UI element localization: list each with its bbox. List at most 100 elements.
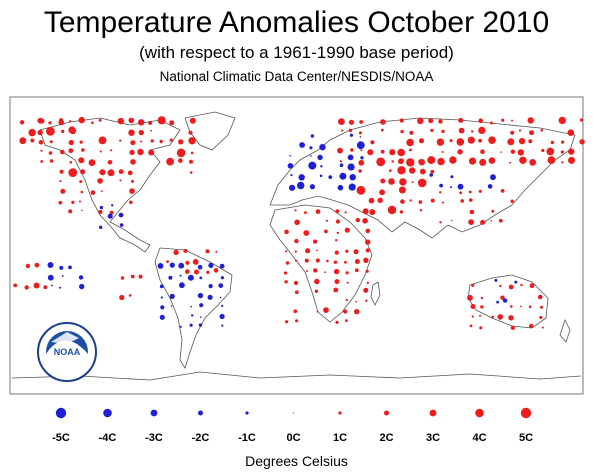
station-marker — [362, 208, 369, 215]
station-marker — [406, 138, 414, 147]
station-marker — [518, 129, 522, 132]
station-marker — [450, 186, 452, 189]
station-marker — [128, 129, 135, 136]
station-marker — [380, 149, 385, 154]
station-marker — [183, 248, 188, 253]
station-marker — [221, 324, 224, 327]
station-marker — [179, 325, 182, 328]
station-marker — [169, 262, 175, 268]
station-marker — [297, 181, 305, 190]
station-marker — [510, 199, 514, 203]
station-marker — [499, 284, 502, 288]
station-marker — [546, 147, 555, 156]
station-marker — [285, 250, 288, 253]
station-marker — [88, 159, 96, 167]
station-marker — [558, 116, 566, 125]
station-marker — [510, 325, 515, 330]
station-marker — [130, 159, 136, 165]
station-marker — [49, 140, 53, 144]
station-marker — [519, 156, 527, 164]
station-marker — [185, 260, 190, 265]
station-marker — [320, 165, 323, 168]
station-marker — [480, 219, 486, 225]
station-marker — [319, 144, 326, 151]
legend-marker — [150, 409, 158, 417]
station-marker — [437, 157, 445, 166]
station-marker — [178, 262, 185, 269]
station-marker — [478, 138, 482, 143]
station-marker — [409, 130, 414, 135]
station-marker — [441, 201, 444, 204]
station-marker — [314, 278, 320, 285]
station-marker — [313, 268, 318, 273]
station-marker — [48, 151, 53, 155]
station-marker — [450, 219, 453, 222]
station-marker — [479, 314, 481, 317]
station-marker — [460, 199, 465, 203]
station-marker — [345, 298, 348, 302]
station-marker — [178, 158, 183, 163]
station-marker — [529, 283, 535, 289]
legend-label: 4C — [472, 432, 487, 444]
station-marker — [439, 191, 442, 194]
station-marker — [283, 271, 288, 275]
station-marker — [289, 184, 296, 191]
station-marker — [13, 283, 18, 288]
station-marker — [117, 117, 125, 125]
station-marker — [527, 117, 534, 124]
station-marker — [178, 139, 184, 145]
chart-title: Temperature Anomalies October 2010 — [43, 6, 550, 39]
station-marker — [520, 305, 522, 308]
station-marker — [438, 119, 443, 124]
station-marker — [500, 189, 505, 193]
station-marker — [208, 284, 213, 289]
station-marker — [380, 178, 386, 184]
station-marker — [333, 260, 338, 264]
station-marker — [219, 296, 222, 299]
station-marker — [510, 305, 513, 308]
station-marker — [207, 294, 213, 300]
station-marker — [128, 294, 132, 297]
station-marker — [111, 204, 114, 207]
station-marker — [129, 200, 133, 205]
station-marker — [366, 281, 369, 284]
station-marker — [60, 188, 66, 194]
station-marker — [24, 285, 29, 290]
station-marker — [78, 116, 85, 124]
station-marker — [360, 149, 363, 152]
station-marker — [356, 185, 366, 195]
legend-markers — [55, 407, 532, 419]
station-marker — [387, 205, 397, 215]
station-marker — [561, 140, 565, 144]
station-marker — [400, 199, 405, 204]
legend-label: 3C — [425, 432, 441, 444]
station-marker — [160, 305, 165, 310]
station-marker — [285, 261, 290, 265]
station-marker — [365, 269, 369, 273]
station-marker — [333, 268, 340, 275]
station-marker — [34, 262, 40, 268]
station-marker — [510, 130, 515, 135]
station-marker — [488, 136, 496, 144]
station-marker — [109, 169, 112, 172]
station-marker — [99, 225, 103, 229]
station-marker — [294, 290, 299, 295]
station-marker — [119, 223, 124, 227]
station-marker — [51, 284, 53, 287]
station-marker — [419, 209, 423, 212]
station-marker — [469, 209, 475, 215]
station-marker — [457, 183, 464, 190]
station-marker — [28, 128, 36, 137]
station-marker — [509, 161, 511, 164]
station-marker — [90, 190, 96, 195]
station-marker — [208, 262, 214, 268]
station-marker — [78, 275, 84, 280]
station-marker — [419, 138, 424, 144]
station-marker — [71, 200, 75, 204]
station-marker — [200, 316, 202, 318]
station-marker — [360, 156, 364, 160]
station-marker — [568, 156, 575, 164]
station-marker — [428, 118, 434, 124]
station-marker — [198, 323, 203, 327]
station-marker — [79, 200, 81, 203]
